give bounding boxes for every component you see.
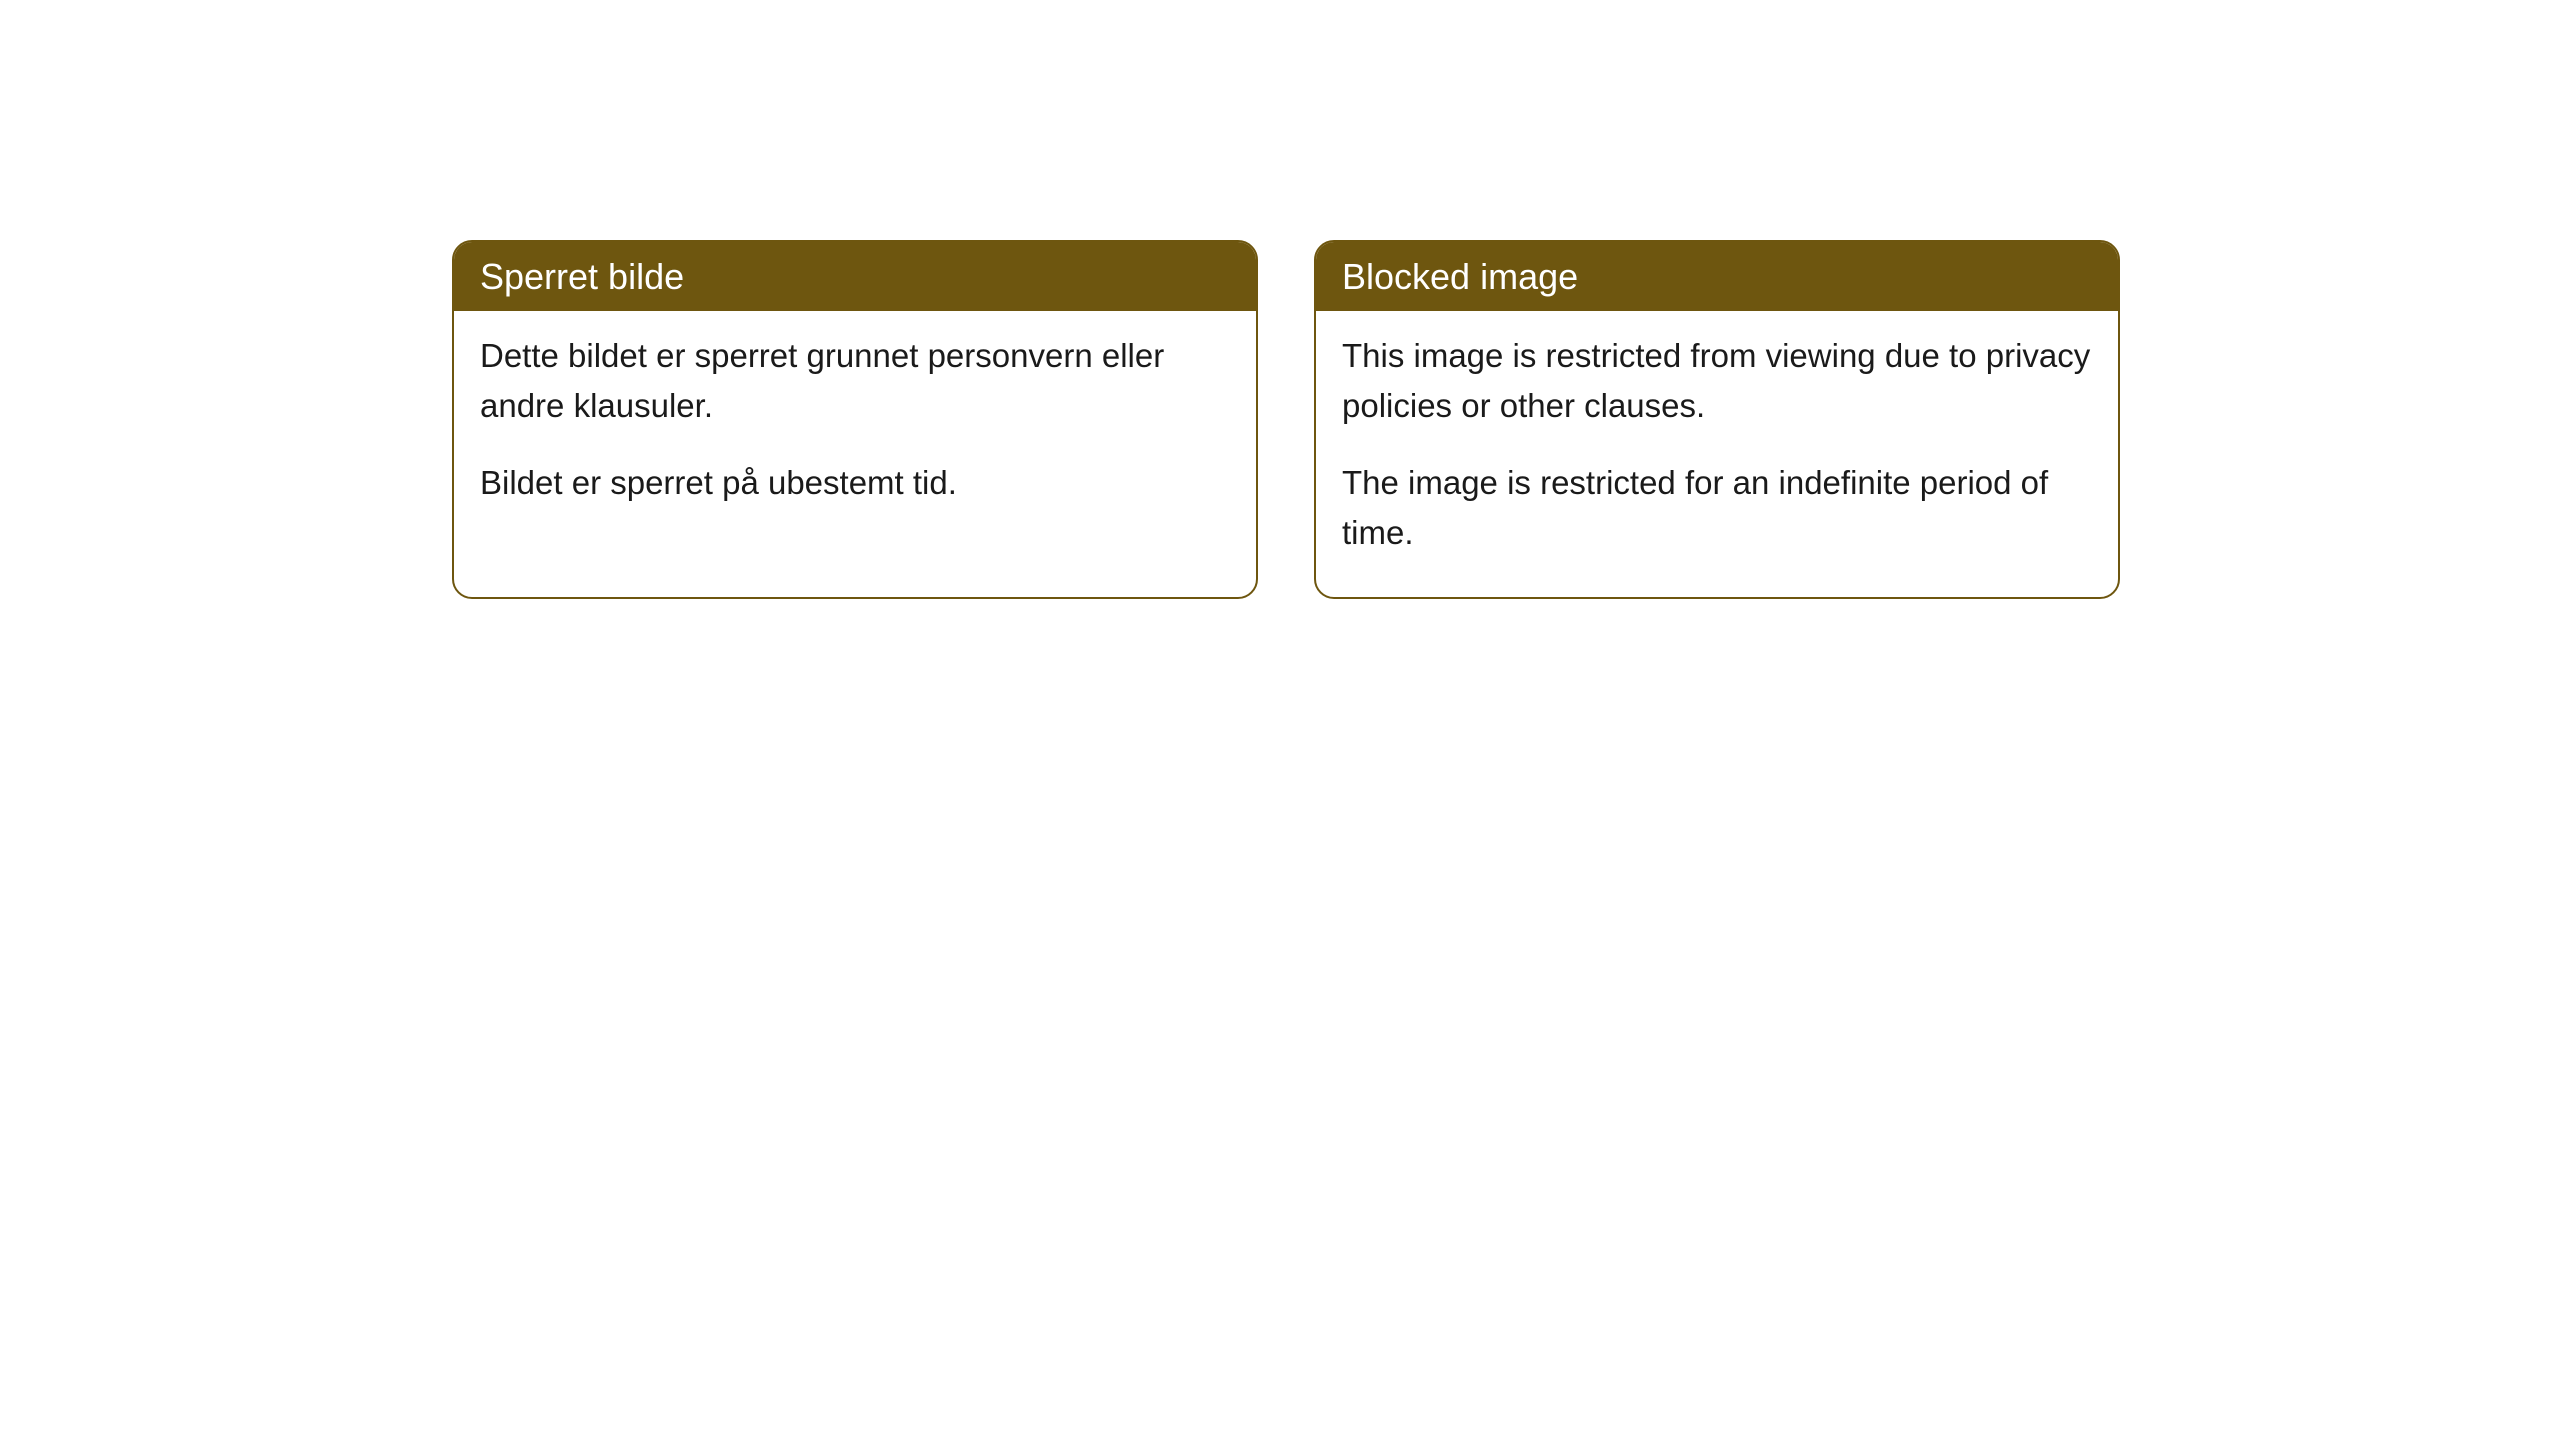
notice-header: Blocked image xyxy=(1316,242,2118,311)
notice-paragraph: Bildet er sperret på ubestemt tid. xyxy=(480,458,1230,508)
notice-body: This image is restricted from viewing du… xyxy=(1316,311,2118,597)
notice-cards-container: Sperret bilde Dette bildet er sperret gr… xyxy=(452,240,2560,599)
notice-card-english: Blocked image This image is restricted f… xyxy=(1314,240,2120,599)
notice-paragraph: Dette bildet er sperret grunnet personve… xyxy=(480,331,1230,430)
notice-card-norwegian: Sperret bilde Dette bildet er sperret gr… xyxy=(452,240,1258,599)
notice-body: Dette bildet er sperret grunnet personve… xyxy=(454,311,1256,548)
notice-header: Sperret bilde xyxy=(454,242,1256,311)
notice-paragraph: This image is restricted from viewing du… xyxy=(1342,331,2092,430)
notice-paragraph: The image is restricted for an indefinit… xyxy=(1342,458,2092,557)
